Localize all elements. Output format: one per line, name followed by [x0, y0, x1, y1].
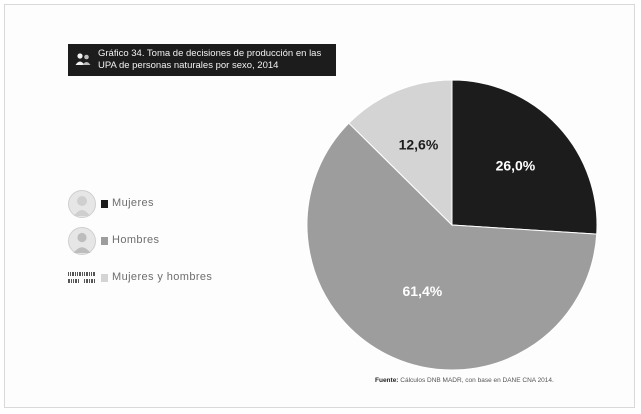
pie-slice-hombres: [306, 122, 598, 371]
legend-item-mujeres: Mujeres: [68, 190, 288, 218]
chart-source: Fuente: Cálculos DNB MADR, con base en D…: [375, 377, 554, 384]
legend-label-hombres: Hombres: [112, 234, 160, 246]
pie-labels: 26,0% 61,4% 12,6%: [399, 137, 536, 299]
pie-slices: [306, 79, 598, 371]
woman-avatar-icon: [68, 190, 96, 218]
pie-label-mujeres: 26,0%: [496, 157, 536, 173]
pie-label-mujeres-y-hombres: 12,6%: [399, 137, 439, 153]
source-text: Cálculos DNB MADR, con base en DANE CNA …: [400, 377, 554, 384]
barcode-icon: [68, 272, 95, 283]
legend-item-hombres: Hombres: [68, 227, 288, 255]
pie-label-hombres: 61,4%: [403, 283, 443, 299]
people-group-icon: [75, 53, 91, 65]
legend-item-mujeres-y-hombres: Mujeres y hombres: [68, 264, 288, 292]
legend-swatch-hombres: [101, 237, 108, 245]
pie-slice-mujeres: [451, 79, 598, 235]
man-avatar-icon: [68, 227, 96, 255]
legend-swatch-mujeres-y-hombres: [101, 274, 108, 282]
chart-title: Gráfico 34. Toma de decisiones de produc…: [98, 48, 322, 71]
legend-swatch-mujeres: [101, 200, 108, 208]
pie-slice-mujeres-y-hombres: [348, 79, 453, 227]
legend-label-mujeres-y-hombres: Mujeres y hombres: [112, 271, 213, 283]
source-label: Fuente:: [375, 377, 399, 384]
chart-title-bar: Gráfico 34. Toma de decisiones de produc…: [68, 44, 336, 76]
legend-label-mujeres: Mujeres: [112, 197, 154, 209]
